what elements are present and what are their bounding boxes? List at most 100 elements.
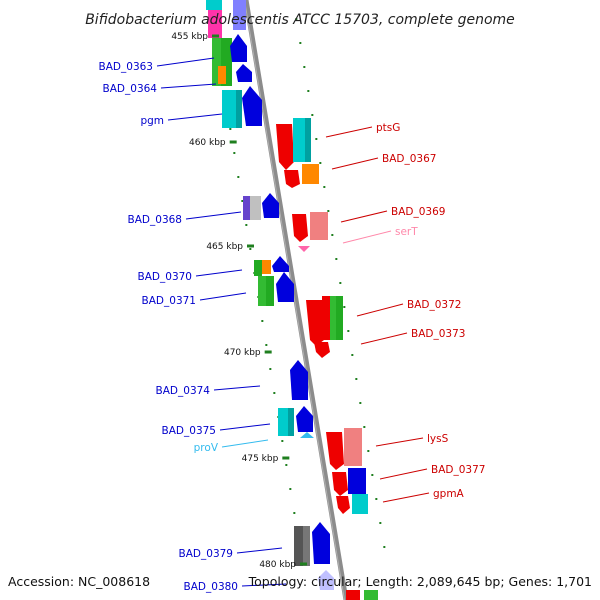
gene-label[interactable]: BAD_0379	[179, 548, 233, 560]
gene-label[interactable]: serT	[395, 226, 418, 238]
gene-label-leader	[375, 437, 424, 447]
gene-label-leader	[340, 210, 388, 223]
gene-block	[348, 468, 366, 494]
kbp-tick-label: 460 kbp	[189, 138, 226, 148]
gene-label[interactable]: BAD_0375	[162, 425, 216, 437]
gene-label[interactable]: BAD_0367	[382, 153, 436, 165]
tick-dot	[359, 402, 362, 404]
tick-dot	[303, 66, 306, 68]
tick-dot	[273, 392, 276, 394]
gene-label-leader	[382, 492, 430, 503]
tick-dot	[229, 128, 232, 130]
gene-label-leader	[342, 230, 392, 244]
tick-dot	[295, 18, 298, 20]
gene-block	[302, 164, 319, 184]
tick-dot	[327, 210, 330, 212]
gene-label-leader	[221, 439, 269, 448]
gene-arrow	[298, 246, 310, 252]
gene-label-leader	[185, 211, 242, 220]
gene-arrow	[272, 256, 289, 272]
gene-block	[336, 296, 343, 340]
gene-arrow	[326, 432, 344, 470]
gene-label[interactable]: gpmA	[433, 488, 465, 500]
tick-dot	[347, 330, 350, 332]
gene-block	[221, 38, 232, 86]
tick-dot	[311, 114, 314, 116]
kbp-tick-label: 470 kbp	[224, 348, 261, 358]
gene-arrow	[290, 360, 308, 400]
gene-arrow	[284, 170, 300, 188]
tick-dot	[265, 344, 268, 346]
gene-label[interactable]: BAD_0368	[128, 214, 182, 226]
gene-label[interactable]: BAD_0377	[431, 464, 485, 476]
tick-dot	[319, 162, 322, 164]
gene-arrow	[230, 34, 247, 62]
gene-label[interactable]: BAD_0364	[103, 83, 158, 95]
gene-label[interactable]: BAD_0372	[407, 299, 461, 311]
gene-label-leader	[160, 83, 217, 89]
gene-arrow	[332, 472, 348, 496]
gene-label[interactable]: BAD_0369	[391, 206, 445, 218]
gene-arrow	[300, 432, 314, 438]
gene-arrow	[276, 272, 294, 302]
gene-label-leader	[195, 269, 243, 277]
tick-dot	[375, 498, 378, 500]
gene-label-leader	[219, 423, 271, 431]
gene-label[interactable]: BAD_0374	[156, 385, 211, 397]
tick-dot	[383, 546, 386, 548]
tick-dot	[289, 488, 292, 490]
gene-block	[303, 526, 310, 566]
tick-dot	[339, 282, 342, 284]
gene-label[interactable]: pgm	[140, 115, 164, 127]
topology-text: Topology: circular; Length: 2,089,645 bp…	[248, 574, 592, 589]
tick-dot	[233, 152, 236, 154]
gene-label-leader	[331, 157, 379, 170]
gene-label[interactable]: proV	[194, 442, 219, 454]
tick-dot	[379, 522, 382, 524]
tick-dot	[299, 42, 302, 44]
gene-label[interactable]: BAD_0363	[99, 61, 153, 73]
gene-block	[352, 494, 368, 514]
gene-arrow	[276, 124, 294, 170]
tick-dot	[371, 474, 374, 476]
gene-arrow	[242, 86, 262, 126]
tick-dot	[351, 354, 354, 356]
tick-dot	[249, 248, 252, 250]
kbp-ticks: 455 kbp 460 kbp 465 kbp 470 kbp 475 kbp 480 k…	[171, 32, 307, 570]
gene-label[interactable]: BAD_0380	[184, 581, 238, 593]
gene-block	[208, 10, 222, 38]
gene-features	[206, 0, 378, 600]
gene-label-leader	[213, 385, 261, 391]
tick-dot	[343, 306, 346, 308]
gene-label-leader	[199, 292, 247, 301]
gene-block	[346, 590, 360, 600]
gene-label-leader	[241, 583, 287, 587]
gene-label-leader	[156, 57, 215, 67]
gene-label[interactable]: BAD_0370	[138, 271, 192, 283]
gene-block	[310, 212, 328, 240]
gene-block	[288, 408, 294, 436]
gene-block	[218, 66, 226, 84]
gene-label[interactable]: BAD_0371	[142, 295, 196, 307]
tick-dot	[355, 378, 358, 380]
gene-label-leader	[360, 332, 408, 345]
tick-dot	[293, 512, 296, 514]
gene-block	[305, 118, 311, 162]
gene-block	[236, 90, 242, 128]
gene-arrow	[314, 342, 330, 358]
gene-label[interactable]: BAD_0373	[411, 328, 465, 340]
tick-dot	[245, 224, 248, 226]
gene-label[interactable]: lysS	[427, 433, 449, 445]
gene-arrow	[236, 64, 252, 82]
tick-dot	[281, 440, 284, 442]
genome-backbone	[243, 0, 349, 600]
gene-arrow	[318, 570, 334, 590]
gene-label-leader	[356, 303, 404, 317]
gene-label[interactable]: ptsG	[376, 122, 400, 134]
tick-dot	[261, 320, 264, 322]
accession-text: Accession: NC_008618	[8, 574, 150, 589]
tick-dot	[323, 186, 326, 188]
tick-dot	[331, 234, 334, 236]
